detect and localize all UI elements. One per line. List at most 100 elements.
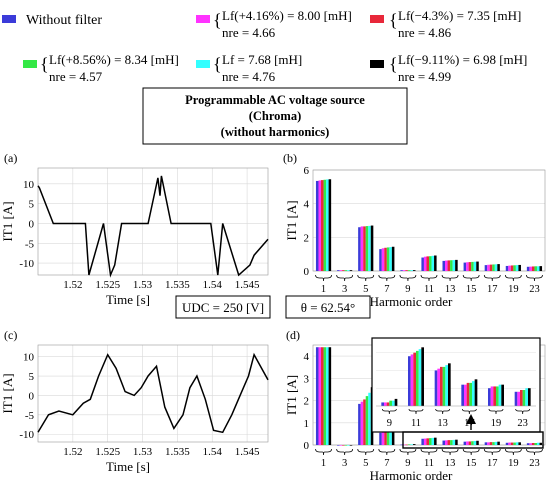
bar bbox=[526, 266, 530, 271]
bar bbox=[487, 442, 490, 445]
bar bbox=[391, 430, 395, 445]
bar bbox=[431, 437, 435, 445]
bar bbox=[358, 227, 361, 271]
legend-item-lf-minus-9: { Lf(−9.11%) = 6.98 [mH] nre = 4.99 bbox=[370, 52, 527, 84]
bar bbox=[494, 264, 498, 271]
x-tick-label: 9 bbox=[405, 458, 410, 469]
bar bbox=[410, 444, 413, 445]
inset-tick-label: 19 bbox=[491, 418, 502, 429]
bar bbox=[484, 442, 488, 445]
bar bbox=[323, 347, 327, 445]
bar bbox=[386, 247, 390, 271]
inset-bar bbox=[522, 390, 526, 406]
bar bbox=[450, 440, 453, 445]
bar bbox=[337, 445, 340, 446]
y-axis-label: IT1 [A] bbox=[0, 373, 15, 413]
bar bbox=[429, 256, 432, 271]
legend-label: nre = 4.99 bbox=[398, 69, 451, 84]
category-brace bbox=[504, 274, 522, 282]
inset-bar bbox=[394, 398, 398, 406]
inset-bar bbox=[410, 354, 414, 406]
bar bbox=[489, 442, 493, 445]
bar bbox=[445, 440, 448, 445]
inset-tick-label: 23 bbox=[517, 418, 528, 429]
y-tick-label: 3 bbox=[304, 373, 310, 385]
bar bbox=[407, 444, 411, 445]
legend-label: nre = 4.57 bbox=[49, 69, 103, 84]
theta-box-frame bbox=[285, 295, 371, 319]
bar bbox=[379, 432, 382, 445]
bar bbox=[471, 261, 474, 271]
bar bbox=[402, 270, 406, 271]
legend-label: nre = 4.76 bbox=[222, 69, 276, 84]
bar bbox=[381, 432, 385, 445]
bar bbox=[363, 399, 366, 445]
inset-bar bbox=[384, 402, 387, 406]
bar bbox=[442, 260, 446, 271]
bar bbox=[476, 440, 479, 445]
bar bbox=[434, 437, 437, 445]
category-brace bbox=[526, 448, 543, 456]
category-brace bbox=[504, 448, 522, 456]
udc-box: UDC = 250 [V] bbox=[175, 295, 271, 319]
x-tick-label: 1.535 bbox=[165, 279, 190, 291]
bar bbox=[471, 441, 474, 445]
inset-bar bbox=[445, 365, 448, 406]
bar bbox=[534, 443, 537, 445]
x-tick-label: 1.52 bbox=[63, 446, 82, 458]
x-axis-label: Harmonic order bbox=[370, 468, 453, 483]
inset-bar bbox=[488, 388, 491, 406]
category-brace bbox=[483, 274, 501, 282]
bar bbox=[531, 266, 535, 271]
bar bbox=[426, 438, 429, 445]
bar bbox=[497, 441, 500, 445]
source-box: Programmable AC voltage source (Chroma) … bbox=[142, 87, 408, 145]
bar bbox=[318, 180, 322, 271]
inset-brace bbox=[515, 408, 531, 415]
x-tick-label: 13 bbox=[445, 284, 456, 295]
y-tick-label: -5 bbox=[25, 238, 35, 250]
bar bbox=[536, 266, 540, 271]
category-brace bbox=[483, 448, 501, 456]
x-tick-label: 23 bbox=[529, 284, 540, 295]
inset-frame bbox=[371, 337, 541, 433]
legend-brace: { bbox=[389, 10, 398, 30]
x-tick-label: 11 bbox=[424, 458, 434, 469]
inset-bar bbox=[501, 384, 504, 406]
bar bbox=[405, 444, 408, 446]
legend-brace: { bbox=[213, 54, 222, 74]
bar bbox=[421, 438, 424, 445]
legend-label: nre = 4.86 bbox=[398, 25, 452, 40]
x-tick-label: 1.54 bbox=[203, 279, 223, 291]
bar bbox=[531, 443, 535, 445]
category-brace bbox=[378, 448, 396, 456]
x-tick-label: 5 bbox=[363, 284, 368, 295]
inset-bar bbox=[517, 391, 520, 406]
bar bbox=[368, 392, 371, 445]
x-axis-label: Time [s] bbox=[106, 459, 150, 474]
y-tick-label: 0 bbox=[304, 266, 310, 278]
bar bbox=[349, 445, 353, 446]
udc-label: UDC = 250 [V] bbox=[182, 300, 264, 315]
bar bbox=[339, 445, 343, 446]
zoom-arrow-head bbox=[466, 414, 476, 424]
inset-bar bbox=[440, 366, 443, 406]
bar bbox=[349, 270, 353, 271]
legend-swatch bbox=[196, 15, 210, 23]
x-tick-label: 17 bbox=[487, 458, 498, 469]
inset-bar bbox=[421, 347, 424, 406]
bar bbox=[508, 265, 511, 271]
bar bbox=[337, 270, 340, 271]
x-tick-label: 3 bbox=[342, 284, 347, 295]
zoom-region bbox=[402, 431, 544, 449]
bar bbox=[497, 264, 500, 271]
bar bbox=[529, 266, 532, 271]
inset-brace bbox=[408, 408, 424, 415]
bar bbox=[442, 440, 446, 445]
bar bbox=[363, 226, 366, 271]
bar bbox=[518, 442, 521, 445]
bar bbox=[405, 270, 408, 271]
bar bbox=[321, 180, 324, 271]
bar bbox=[515, 265, 519, 271]
